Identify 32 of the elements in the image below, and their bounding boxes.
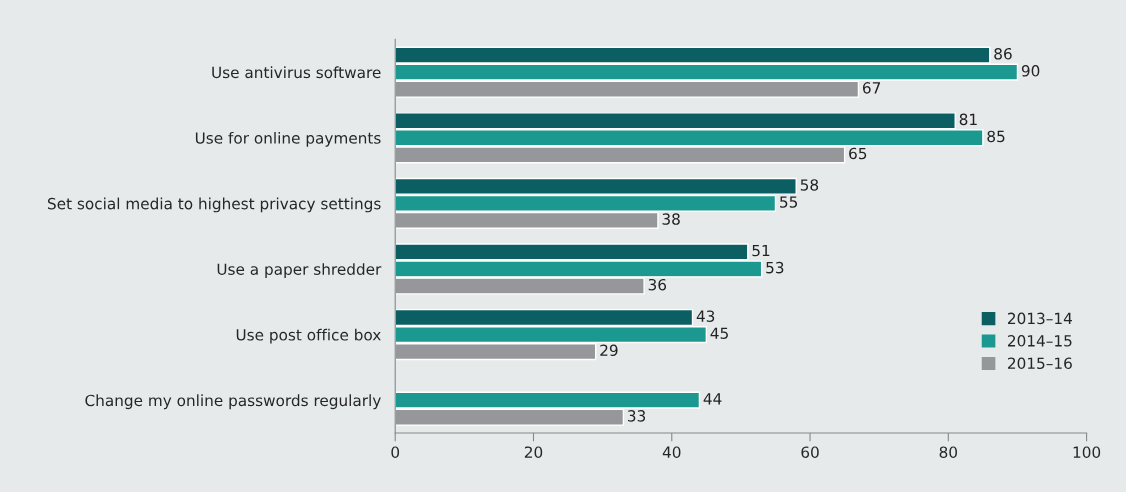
data-label: 33 — [628, 410, 646, 422]
y-tick-label: Change my online passwords regularly — [85, 394, 381, 410]
x-tick-label: 20 — [524, 446, 543, 458]
y-tick-label: Use post office box — [236, 328, 381, 344]
x-tick-label: 0 — [391, 446, 400, 458]
data-label: 38 — [662, 213, 680, 225]
data-label: 29 — [600, 344, 618, 357]
data-label: 90 — [1021, 65, 1040, 77]
data-label: 36 — [648, 278, 667, 291]
data-label: 53 — [766, 261, 784, 274]
data-label: 44 — [703, 393, 722, 405]
legend-label: 2015–16 — [1008, 357, 1072, 370]
data-label: 85 — [987, 130, 1005, 143]
data-label: 67 — [862, 82, 881, 94]
x-tick-label: 60 — [801, 446, 819, 458]
data-label: 58 — [800, 179, 819, 191]
x-tick-label: 40 — [662, 446, 681, 458]
data-label: 65 — [849, 147, 867, 160]
data-label: 45 — [710, 327, 728, 339]
legend-label: 2014–15 — [1008, 335, 1072, 347]
x-tick-label: 80 — [939, 446, 958, 458]
y-tick-label: Use for online payments — [195, 131, 381, 147]
x-tick-label: 100 — [1073, 446, 1101, 458]
legend-label: 2013–14 — [1008, 312, 1072, 325]
y-tick-label: Set social media to highest privacy settings — [47, 197, 381, 213]
y-tick-label: Use a paper shredder — [217, 263, 382, 278]
data-label: 86 — [994, 47, 1012, 60]
y-tick-label: Use antivirus software — [212, 66, 381, 79]
data-label: 55 — [780, 196, 798, 208]
data-label: 81 — [959, 113, 977, 126]
data-label: 51 — [752, 244, 770, 257]
data-label: 43 — [696, 310, 715, 322]
